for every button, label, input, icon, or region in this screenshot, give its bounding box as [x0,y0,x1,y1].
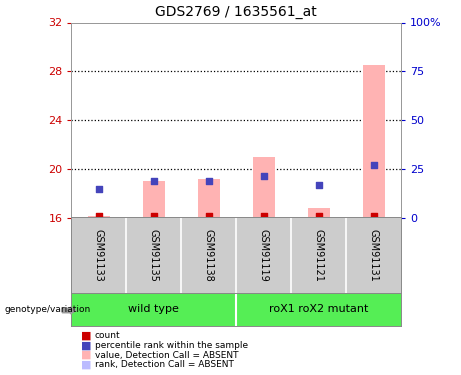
Text: GSM91133: GSM91133 [94,229,104,281]
Text: GSM91131: GSM91131 [369,229,378,281]
Text: count: count [95,331,120,340]
Point [95,213,103,219]
Point [315,182,322,188]
Point [205,213,213,219]
Bar [143,181,165,218]
Text: GSM91121: GSM91121 [313,228,324,281]
Text: percentile rank within the sample: percentile rank within the sample [95,341,248,350]
Text: ■: ■ [81,350,91,360]
Bar [363,65,384,218]
Point [370,162,377,168]
Text: ■: ■ [81,340,91,350]
Bar [88,216,110,217]
Bar [307,208,330,218]
Text: value, Detection Call = ABSENT: value, Detection Call = ABSENT [95,351,238,360]
Point [260,213,267,219]
Point [150,213,158,219]
Title: GDS2769 / 1635561_at: GDS2769 / 1635561_at [155,5,317,19]
Text: GSM91135: GSM91135 [149,228,159,281]
Point [260,173,267,179]
Text: ■: ■ [81,331,91,340]
Point [205,178,213,184]
Text: GSM91138: GSM91138 [204,229,214,281]
Point [370,213,377,219]
Text: GSM91119: GSM91119 [259,229,269,281]
Bar [253,157,275,218]
Point [315,213,322,219]
Bar [198,178,220,218]
Point [95,186,103,192]
Text: genotype/variation: genotype/variation [5,305,91,314]
Text: rank, Detection Call = ABSENT: rank, Detection Call = ABSENT [95,360,233,369]
Text: roX1 roX2 mutant: roX1 roX2 mutant [269,304,368,314]
Text: wild type: wild type [129,304,179,314]
Point [150,178,158,184]
Text: ■: ■ [81,360,91,370]
